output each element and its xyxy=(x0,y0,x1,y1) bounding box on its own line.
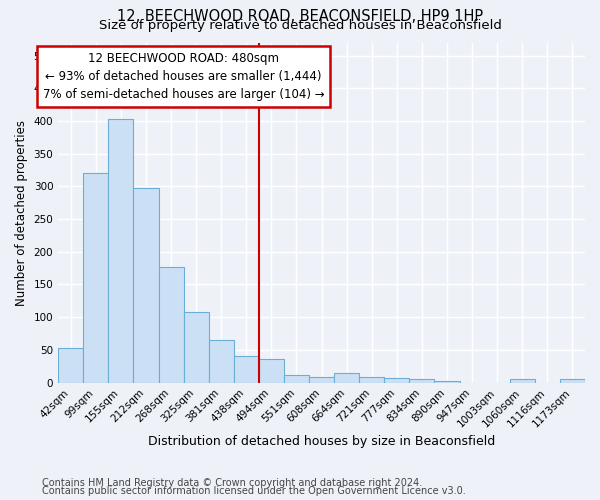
Bar xyxy=(83,174,109,382)
Text: Contains HM Land Registry data © Crown copyright and database right 2024.: Contains HM Land Registry data © Crown c… xyxy=(42,478,422,488)
Text: Contains public sector information licensed under the Open Government Licence v3: Contains public sector information licen… xyxy=(42,486,466,496)
Bar xyxy=(209,340,234,382)
Bar xyxy=(434,381,460,382)
Bar xyxy=(284,376,309,382)
Bar xyxy=(58,348,83,382)
Bar xyxy=(309,376,334,382)
Bar xyxy=(334,374,359,382)
Text: 12 BEECHWOOD ROAD: 480sqm
← 93% of detached houses are smaller (1,444)
7% of sem: 12 BEECHWOOD ROAD: 480sqm ← 93% of detac… xyxy=(43,52,325,102)
Bar xyxy=(234,356,259,382)
Text: Size of property relative to detached houses in Beaconsfield: Size of property relative to detached ho… xyxy=(98,19,502,32)
Bar xyxy=(109,119,133,382)
Bar xyxy=(184,312,209,382)
X-axis label: Distribution of detached houses by size in Beaconsfield: Distribution of detached houses by size … xyxy=(148,434,495,448)
Bar xyxy=(359,376,385,382)
Text: 12, BEECHWOOD ROAD, BEACONSFIELD, HP9 1HP: 12, BEECHWOOD ROAD, BEACONSFIELD, HP9 1H… xyxy=(117,9,483,24)
Bar xyxy=(259,359,284,382)
Bar xyxy=(385,378,409,382)
Bar xyxy=(133,188,158,382)
Bar xyxy=(409,380,434,382)
Bar xyxy=(158,267,184,382)
Bar xyxy=(560,380,585,382)
Bar xyxy=(510,380,535,382)
Y-axis label: Number of detached properties: Number of detached properties xyxy=(15,120,28,306)
